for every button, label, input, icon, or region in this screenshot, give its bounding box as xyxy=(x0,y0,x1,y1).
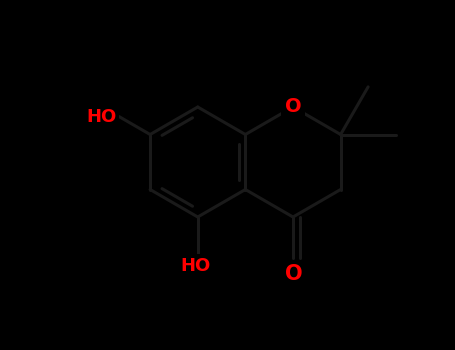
Text: O: O xyxy=(285,264,303,284)
Text: HO: HO xyxy=(181,257,211,275)
Text: O: O xyxy=(285,98,301,117)
Text: HO: HO xyxy=(86,108,116,126)
